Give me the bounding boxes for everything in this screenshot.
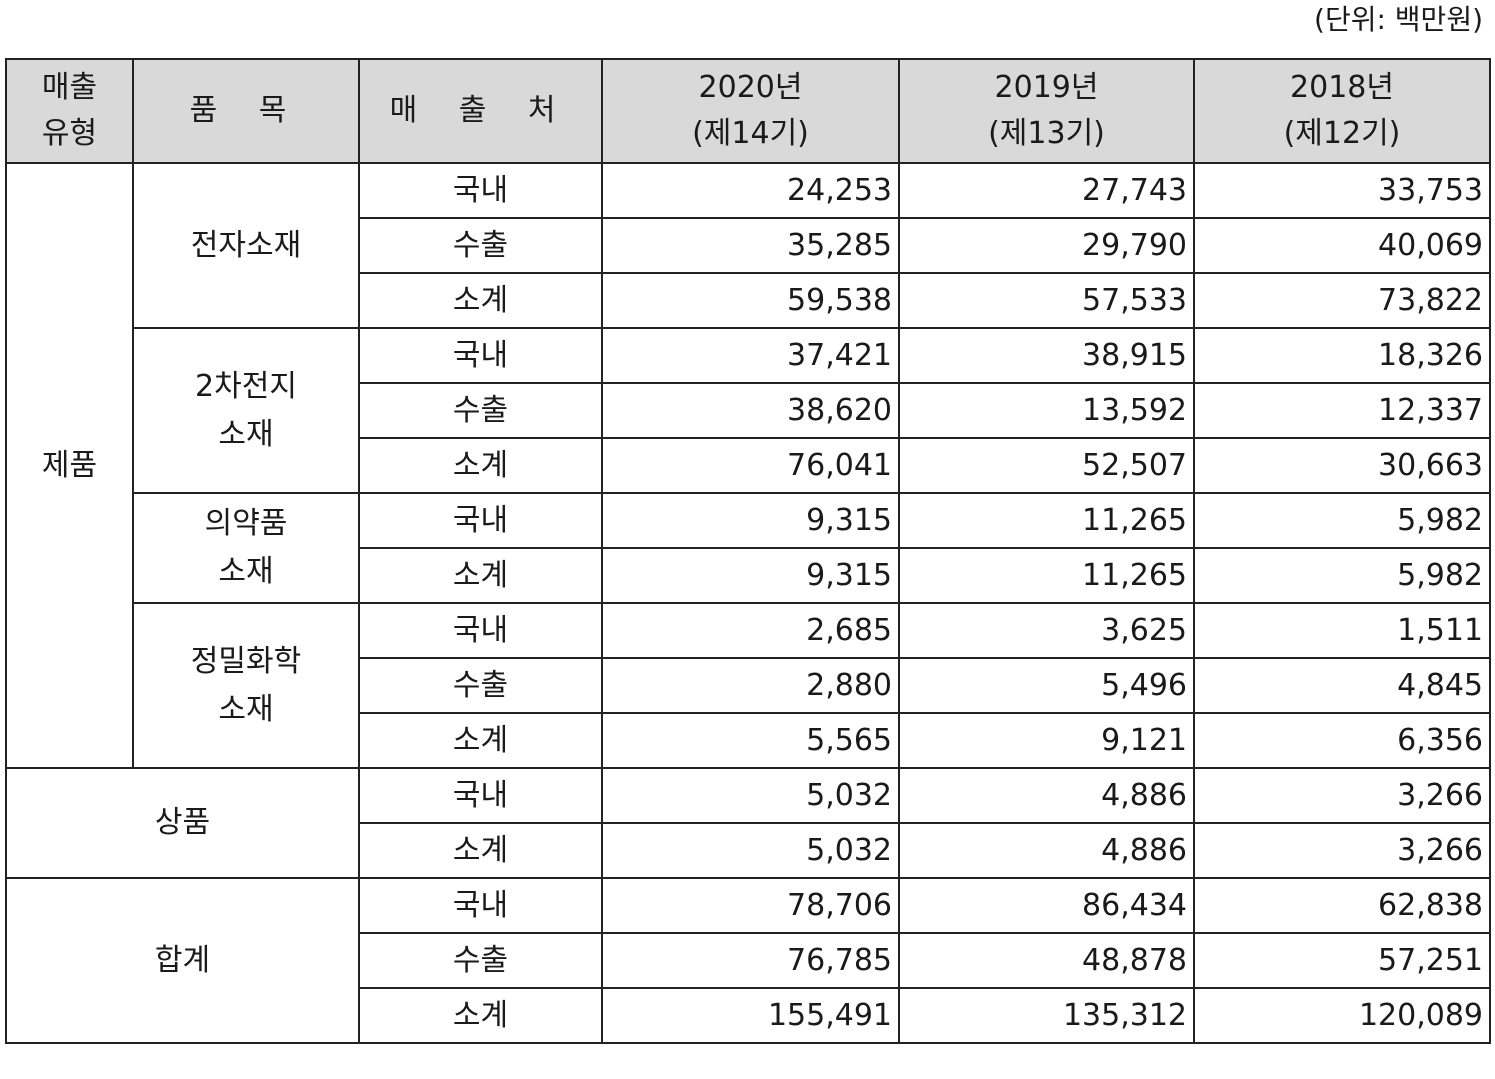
unit-note: (단위: 백만원) (1314, 3, 1483, 36)
channel-cell: 수출 (358, 382, 603, 439)
value-2019: 27,743 (898, 162, 1195, 219)
table-row: 상품 국내 5,032 4,886 3,266 (5, 767, 1491, 879)
value-2019: 29,790 (898, 217, 1195, 274)
table-row: 정밀화학 소재 국내 2,685 3,625 1,511 (6, 602, 1491, 769)
value-2018: 3,266 (1193, 767, 1491, 824)
item-electronic: 전자소재 (132, 162, 360, 329)
group-total: 합계 (5, 877, 360, 1044)
value-2020: 76,041 (601, 437, 900, 494)
value-2020: 24,253 (601, 162, 900, 219)
value-2018: 62,838 (1193, 877, 1491, 934)
channel-cell: 국내 (358, 327, 603, 384)
value-2018: 3,266 (1193, 822, 1491, 879)
value-2020: 37,421 (601, 327, 900, 384)
channel-cell: 국내 (358, 492, 603, 549)
value-2018: 57,251 (1193, 932, 1491, 989)
channel-cell: 국내 (358, 767, 603, 824)
value-2020: 78,706 (601, 877, 900, 934)
value-2019: 4,886 (898, 822, 1195, 879)
table-row: 소계 59,538 57,533 73,822 (6, 272, 1491, 329)
channel-cell: 소계 (358, 712, 603, 769)
value-2019: 57,533 (898, 272, 1195, 329)
value-2019: 38,915 (898, 327, 1195, 384)
value-2018: 30,663 (1193, 437, 1491, 494)
table-row: 2차전지 소재 국내 37,421 38,915 18,326 (6, 327, 1491, 494)
value-2018: 120,089 (1193, 987, 1491, 1044)
channel-cell: 국내 (358, 877, 603, 934)
value-2020: 9,315 (601, 492, 900, 549)
channel-cell: 국내 (358, 162, 603, 219)
value-2019: 86,434 (898, 877, 1195, 934)
value-2019: 5,496 (898, 657, 1195, 714)
header-channel: 매 출 처 (358, 58, 603, 164)
value-2019: 11,265 (898, 547, 1195, 604)
value-2018: 5,982 (1193, 492, 1491, 549)
table-row: 소계 9,315 11,265 5,982 (6, 547, 1491, 604)
channel-cell: 소계 (358, 822, 603, 879)
channel-cell: 소계 (358, 272, 603, 329)
header-item: 품 목 (132, 58, 360, 164)
channel-cell: 소계 (358, 437, 603, 494)
value-2020: 76,785 (601, 932, 900, 989)
value-2020: 9,315 (601, 547, 900, 604)
value-2018: 6,356 (1193, 712, 1491, 769)
sales-table: 매출 유형 품 목 매 출 처 2020년 (제14기) 2019년 (제13기) 2… (5, 58, 1491, 1044)
value-2019: 9,121 (898, 712, 1195, 769)
value-2019: 11,265 (898, 492, 1195, 549)
table-row: 합계 국내 78,706 86,434 62,838 (5, 877, 1491, 1044)
table-row: 의약품 소재 국내 9,315 11,265 5,982 (6, 492, 1491, 604)
value-2018: 33,753 (1193, 162, 1491, 219)
value-2020: 2,880 (601, 657, 900, 714)
channel-cell: 수출 (358, 932, 603, 989)
value-2018: 5,982 (1193, 547, 1491, 604)
header-row: 매출 유형 품 목 매 출 처 2020년 (제14기) 2019년 (제13기) 2… (5, 58, 1491, 164)
value-2019: 135,312 (898, 987, 1195, 1044)
item-fine-chemical: 정밀화학 소재 (132, 602, 360, 769)
value-2019: 3,625 (898, 602, 1195, 659)
value-2020: 155,491 (601, 987, 900, 1044)
header-sales-type: 매출 유형 (5, 58, 134, 164)
table-row: 소계 5,565 9,121 6,356 (6, 712, 1491, 769)
value-2019: 48,878 (898, 932, 1195, 989)
item-pharma: 의약품 소재 (132, 492, 360, 604)
value-2018: 18,326 (1193, 327, 1491, 384)
value-2020: 2,685 (601, 602, 900, 659)
value-2020: 38,620 (601, 382, 900, 439)
value-2018: 12,337 (1193, 382, 1491, 439)
channel-cell: 소계 (358, 547, 603, 604)
channel-cell: 수출 (358, 657, 603, 714)
table-row: 제품 전자소재 국내 24,253 27,743 33,753 (5, 162, 1491, 769)
table-row: 소계 5,032 4,886 3,266 (6, 822, 1491, 879)
value-2018: 40,069 (1193, 217, 1491, 274)
table-row: 수출 2,880 5,496 4,845 (6, 657, 1491, 714)
table-header: 매출 유형 품 목 매 출 처 2020년 (제14기) 2019년 (제13기) 2… (5, 58, 1491, 164)
table-row: 수출 38,620 13,592 12,337 (6, 382, 1491, 439)
value-2020: 35,285 (601, 217, 900, 274)
value-2020: 59,538 (601, 272, 900, 329)
value-2020: 5,565 (601, 712, 900, 769)
group-merchandise: 상품 (5, 767, 360, 879)
table-body: 제품 전자소재 국내 24,253 27,743 33,753 수출 35,28… (5, 162, 1491, 1044)
item-battery: 2차전지 소재 (132, 327, 360, 494)
header-2020: 2020년 (제14기) (601, 58, 900, 164)
value-2019: 4,886 (898, 767, 1195, 824)
table-row: 소계 76,041 52,507 30,663 (6, 437, 1491, 494)
channel-cell: 소계 (358, 987, 603, 1044)
table-row: 수출 76,785 48,878 57,251 (6, 932, 1491, 989)
group-product: 제품 (5, 162, 134, 769)
header-2018: 2018년 (제12기) (1193, 58, 1491, 164)
value-2019: 13,592 (898, 382, 1195, 439)
channel-cell: 국내 (358, 602, 603, 659)
value-2018: 1,511 (1193, 602, 1491, 659)
value-2018: 73,822 (1193, 272, 1491, 329)
value-2018: 4,845 (1193, 657, 1491, 714)
header-2019: 2019년 (제13기) (898, 58, 1195, 164)
value-2020: 5,032 (601, 822, 900, 879)
table-row: 소계 155,491 135,312 120,089 (6, 987, 1491, 1044)
value-2020: 5,032 (601, 767, 900, 824)
value-2019: 52,507 (898, 437, 1195, 494)
channel-cell: 수출 (358, 217, 603, 274)
table-row: 수출 35,285 29,790 40,069 (6, 217, 1491, 274)
